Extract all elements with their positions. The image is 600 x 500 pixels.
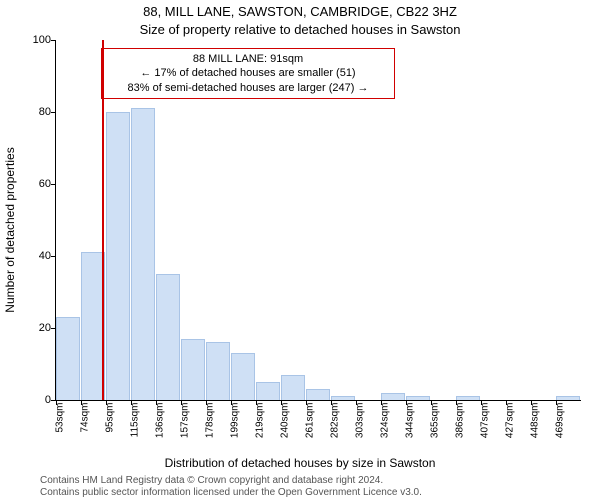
histogram-bar [56,317,80,400]
annotation-line1: 88 MILL LANE: 91sqm [108,52,388,66]
footer-line1: Contains HM Land Registry data © Crown c… [40,475,590,487]
footer-line2: Contains public sector information licen… [40,487,590,499]
x-tick-label: 469sqm [555,403,566,439]
y-tick-label: 100 [21,34,51,46]
histogram-bar [231,353,255,400]
histogram-bar [131,108,155,400]
chart-subtitle: Size of property relative to detached ho… [0,22,600,37]
x-tick-label: 261sqm [305,403,316,439]
plot-area: 88 MILL LANE: 91sqm ← 17% of detached ho… [55,40,581,401]
y-tick-mark [51,40,56,41]
histogram-bar [256,382,280,400]
y-tick-mark [51,184,56,185]
annotation-line3: 83% of semi-detached houses are larger (… [108,81,388,95]
histogram-bar [306,389,330,400]
histogram-bar [181,339,205,400]
histogram-bar [381,393,405,400]
histogram-bar [556,396,580,400]
histogram-bar [206,342,230,400]
annotation-line2: ← 17% of detached houses are smaller (51… [108,66,388,80]
histogram-bar [406,396,430,400]
x-tick-label: 178sqm [205,403,216,439]
x-tick-label: 219sqm [255,403,266,439]
y-tick-label: 20 [21,322,51,334]
y-tick-label: 40 [21,250,51,262]
x-tick-label: 53sqm [55,403,66,433]
histogram-bar [281,375,305,400]
histogram-bar [331,396,355,400]
reference-line [102,40,104,400]
x-tick-label: 282sqm [330,403,341,439]
x-tick-label: 240sqm [280,403,291,439]
x-tick-label: 136sqm [155,403,166,439]
x-tick-label: 427sqm [505,403,516,439]
x-tick-label: 386sqm [455,403,466,439]
x-tick-label: 344sqm [405,403,416,439]
annotation-box: 88 MILL LANE: 91sqm ← 17% of detached ho… [101,48,395,99]
chart-container: 88, MILL LANE, SAWSTON, CAMBRIDGE, CB22 … [0,0,600,500]
footer-attribution: Contains HM Land Registry data © Crown c… [40,475,590,499]
x-tick-label: 199sqm [230,403,241,439]
x-tick-label: 448sqm [530,403,541,439]
y-tick-label: 60 [21,178,51,190]
y-tick-mark [51,256,56,257]
y-tick-mark [51,112,56,113]
y-tick-label: 80 [21,106,51,118]
x-axis-label: Distribution of detached houses by size … [0,456,600,470]
x-tick-label: 74sqm [80,403,91,433]
x-tick-label: 95sqm [105,403,116,433]
y-tick-label: 0 [21,394,51,406]
histogram-bar [106,112,130,400]
x-tick-label: 115sqm [130,403,141,438]
histogram-bar [156,274,180,400]
x-tick-label: 157sqm [180,403,191,439]
x-tick-label: 324sqm [380,403,391,439]
y-axis-label: Number of detached properties [3,147,17,312]
x-tick-label: 407sqm [480,403,491,439]
x-tick-label: 303sqm [355,403,366,439]
x-tick-label: 365sqm [430,403,441,439]
histogram-bar [456,396,480,400]
page-title: 88, MILL LANE, SAWSTON, CAMBRIDGE, CB22 … [0,4,600,19]
